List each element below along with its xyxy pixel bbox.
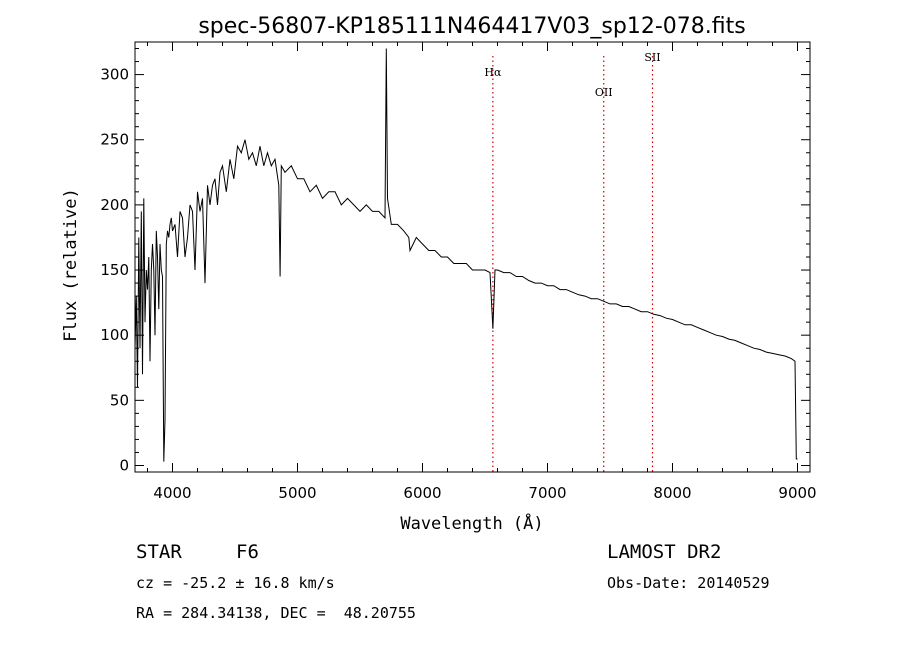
y-tick-label: 200 (100, 196, 129, 214)
x-tick-label: 4000 (153, 484, 191, 502)
y-tick-label: 250 (100, 131, 129, 149)
chart-title: spec-56807-KP185111N464417V03_sp12-078.f… (198, 14, 745, 39)
y-tick-label: 0 (119, 456, 129, 474)
x-tick-label: 7000 (528, 484, 566, 502)
series-layer (134, 48, 798, 462)
spectral-subclass: F6 (236, 541, 259, 563)
spectrum-line (134, 48, 798, 462)
y-tick-label: 50 (110, 391, 129, 409)
reference-line-label: SII (644, 51, 660, 64)
reference-line-label: OII (595, 86, 613, 99)
x-axis: 4000 5000 6000 7000 8000 9000 (147, 42, 817, 502)
y-axis: 0 50 100 150 200 250 300 (100, 48, 810, 474)
y-tick-label: 100 (100, 326, 129, 344)
y-tick-label: 300 (100, 66, 129, 84)
plot-border (134, 41, 811, 473)
plot-frame (134, 41, 811, 473)
reference-line-label: Hα (484, 66, 502, 79)
x-axis-label: Wavelength (Å) (400, 512, 543, 534)
y-axis-label: Flux (relative) (61, 188, 81, 342)
redshift-velocity: cz = -25.2 ± 16.8 km/s (136, 574, 335, 592)
survey-label: LAMOST DR2 (607, 541, 722, 563)
coordinates: RA = 284.34138, DEC = 48.20755 (136, 604, 416, 622)
observation-date: Obs-Date: 20140529 (607, 574, 770, 592)
y-tick-label: 150 (100, 261, 129, 279)
x-tick-label: 8000 (653, 484, 691, 502)
reference-lines: Hα OII SII (484, 51, 661, 472)
x-tick-label: 9000 (778, 484, 816, 502)
x-tick-label: 6000 (403, 484, 441, 502)
x-tick-label: 5000 (278, 484, 316, 502)
object-type: STAR (136, 541, 182, 563)
